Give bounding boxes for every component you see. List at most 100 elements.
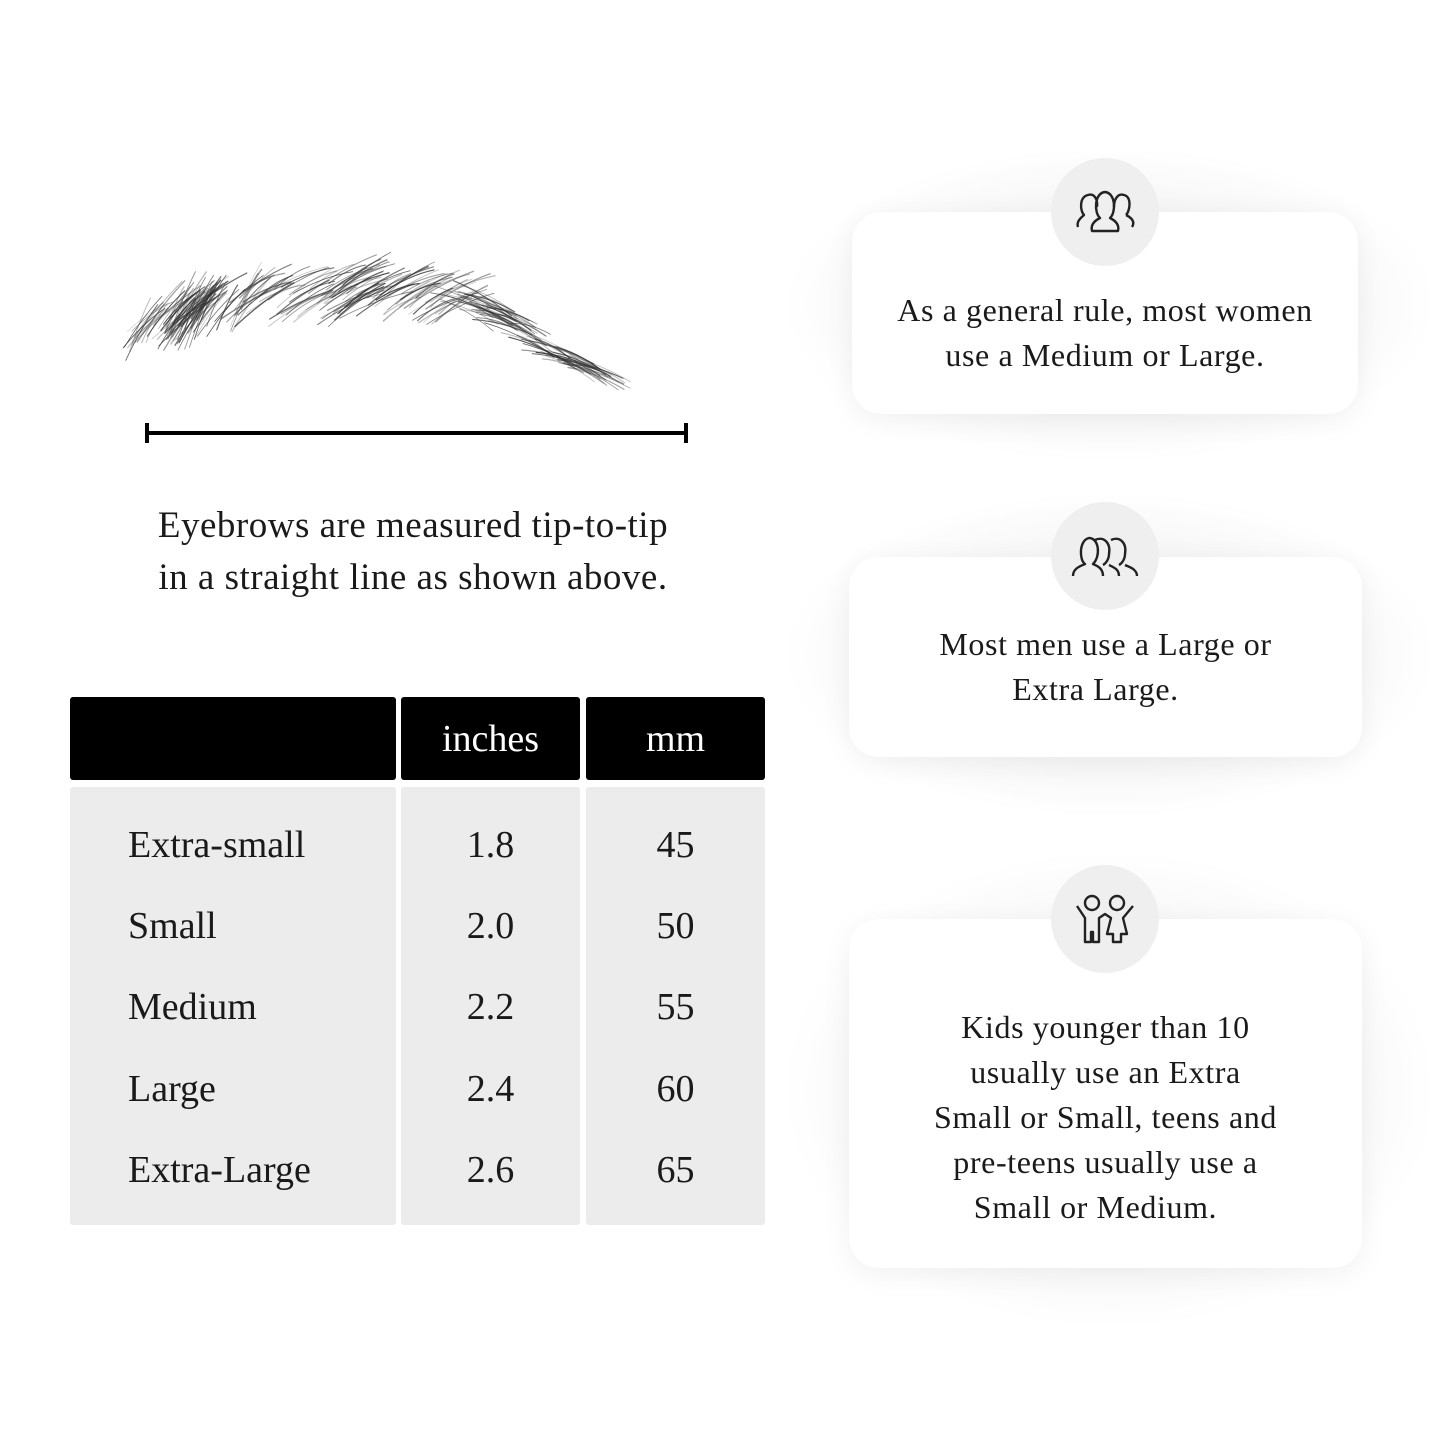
table-cell-size: Large	[128, 1068, 216, 1110]
eyebrow-hair-stroke	[169, 271, 208, 336]
eyebrow-hair-stroke	[280, 290, 337, 315]
eyebrow-hair-stroke	[555, 345, 620, 383]
eyebrow-hair-stroke	[333, 273, 403, 313]
eyebrow-hair-stroke	[437, 290, 474, 316]
eyebrow-hair-stroke	[339, 287, 391, 315]
eyebrow-hair-stroke	[231, 278, 270, 333]
eyebrow-hair-stroke	[293, 271, 354, 294]
table-cell-inches: 1.8	[466, 824, 515, 866]
eyebrow-hair-stroke	[412, 287, 454, 315]
eyebrow-hair-stroke	[276, 269, 332, 309]
eyebrow-hair-stroke	[323, 260, 390, 304]
eyebrow-hair-stroke	[441, 293, 517, 317]
table-cell-size: Medium	[128, 986, 257, 1028]
eyebrow-hair-stroke	[476, 317, 519, 332]
eyebrow-hair-stroke	[276, 279, 330, 315]
eyebrow-hair-stroke	[146, 290, 186, 337]
eyebrow-hair-stroke	[403, 270, 475, 310]
eyebrow-hair-stroke	[495, 313, 537, 329]
eyebrow-hair-stroke	[235, 277, 272, 316]
table-cell-inches: 2.2	[466, 986, 515, 1028]
table-cell-size: Small	[128, 905, 217, 947]
eyebrow-hair-stroke	[434, 297, 473, 315]
eyebrow-hair-stroke	[296, 294, 337, 318]
eyebrow-hair-stroke	[165, 279, 215, 332]
eyebrow-hair-stroke	[468, 294, 536, 335]
eyebrow-hair-stroke	[230, 272, 259, 332]
eyebrow-hair-stroke	[335, 263, 396, 292]
eyebrow-hair-stroke	[440, 298, 494, 332]
eyebrow-hair-stroke	[416, 298, 455, 322]
eyebrow-hair-stroke	[215, 284, 239, 331]
eyebrow-illustration	[122, 251, 631, 391]
eyebrow-hair-stroke	[285, 283, 335, 316]
eyebrow-hair-stroke	[206, 288, 246, 337]
eyebrow-hair-stroke	[558, 362, 631, 389]
eyebrow-hair-stroke	[540, 350, 604, 384]
eyebrow-hair-stroke	[238, 274, 275, 299]
eyebrow-hair-stroke	[328, 251, 392, 298]
table-cell-mm: 65	[656, 1149, 695, 1191]
eyebrow-hair-stroke	[317, 289, 385, 326]
eyebrow-hair-stroke	[417, 288, 488, 324]
eyebrow-hair-stroke	[342, 258, 382, 286]
eyebrow-hair-stroke	[177, 276, 206, 340]
eyebrow-hair-stroke	[423, 294, 465, 323]
eyebrow-hair-stroke	[145, 303, 168, 343]
eyebrow-hair-stroke	[452, 279, 513, 317]
eyebrow-hair-stroke	[508, 336, 572, 366]
eyebrow-hair-stroke	[375, 282, 420, 301]
eyebrow-hair-stroke	[326, 285, 395, 312]
eyebrow-hair-stroke	[463, 296, 538, 325]
eyebrow-hair-stroke	[384, 261, 435, 297]
card-text: Small or Medium.	[973, 1189, 1218, 1225]
eyebrow-hair-stroke	[268, 289, 333, 320]
eyebrow-hair-stroke	[379, 269, 435, 295]
eyebrow-hair-stroke	[414, 273, 470, 300]
eyebrow-hair-stroke	[485, 304, 536, 328]
eyebrow-hair-stroke	[400, 272, 454, 295]
eyebrow-hair-stroke	[172, 300, 201, 342]
card-text: Most men use a Large or	[939, 626, 1272, 662]
eyebrow-hair-stroke	[168, 294, 221, 334]
eyebrow-hair-stroke	[199, 292, 227, 326]
eyebrow-hair-stroke	[426, 292, 495, 325]
eyebrow-hair-stroke	[469, 301, 517, 322]
measurement-line	[145, 423, 688, 443]
eyebrow-hair-stroke	[273, 265, 311, 290]
eyebrow-hair-stroke	[568, 366, 625, 391]
eyebrow-hair-stroke	[280, 267, 335, 288]
eyebrow-hair-stroke	[573, 359, 626, 384]
eyebrow-hair-stroke	[131, 301, 174, 332]
eyebrow-hair-stroke	[268, 266, 330, 301]
eyebrow-hair-stroke	[566, 367, 606, 380]
eyebrow-hair-stroke	[177, 286, 217, 351]
eyebrow-hair-stroke	[184, 291, 201, 330]
eyebrow-hair-stroke	[487, 312, 554, 353]
eyebrow-hair-stroke	[541, 348, 613, 376]
eyebrow-hair-stroke	[130, 309, 171, 346]
kids-card: Kids younger than 10 usually use an Extr…	[849, 919, 1362, 1268]
eyebrow-hair-stroke	[171, 284, 215, 338]
eyebrow-hair-stroke	[398, 269, 461, 308]
header-inches: inches	[401, 697, 580, 780]
eyebrow-hair-stroke	[534, 338, 601, 380]
eyebrow-hair-stroke	[430, 278, 473, 303]
eyebrow-hair-stroke	[167, 271, 197, 340]
caption-line-2: in a straight line as shown above.	[158, 557, 668, 598]
eyebrow-hair-stroke	[242, 272, 286, 292]
eyebrow-hair-stroke	[206, 281, 227, 327]
eyebrow-hair-stroke	[535, 351, 596, 370]
eyebrow-hair-stroke	[165, 285, 185, 331]
card-text: Small or Small, teens and	[934, 1099, 1277, 1135]
eyebrow-hair-stroke	[229, 262, 262, 327]
eyebrow-hair-stroke	[178, 290, 214, 344]
eyebrow-hair-stroke	[265, 266, 328, 294]
eyebrow-hair-stroke	[125, 304, 159, 361]
eyebrow-hair-stroke	[136, 279, 186, 343]
eyebrow-hair-stroke	[307, 254, 378, 295]
table-cell-mm: 45	[656, 824, 695, 866]
eyebrow-hair-stroke	[557, 349, 614, 380]
eyebrow-hair-stroke	[346, 284, 392, 309]
card-text: Kids younger than 10	[961, 1009, 1250, 1045]
